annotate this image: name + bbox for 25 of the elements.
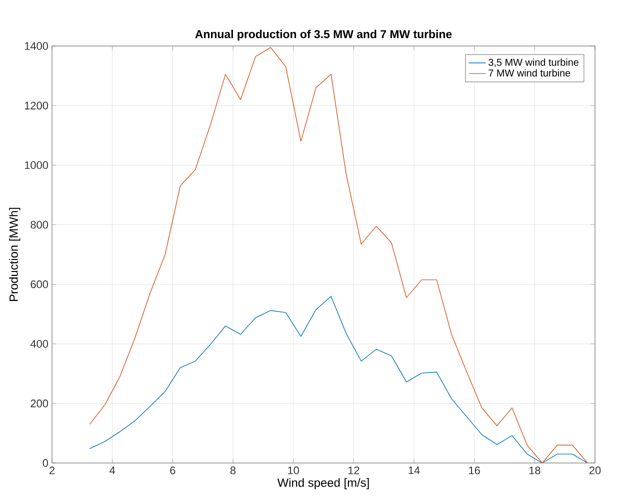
x-tick-label: 2 xyxy=(50,466,54,474)
y-tick-label: 1200 xyxy=(24,102,48,110)
x-tick-label: 20 xyxy=(589,466,601,474)
x-tick-label: 12 xyxy=(348,466,360,474)
y-tick-label: 1400 xyxy=(24,42,48,50)
x-tick-label: 4 xyxy=(110,466,116,474)
x-tick-label: 14 xyxy=(408,466,420,474)
y-tick-label: 800 xyxy=(30,220,48,229)
x-tick-label: 10 xyxy=(288,466,299,474)
legend-label: 3,5 MW wind turbine xyxy=(488,58,578,68)
y-tick-label: 400 xyxy=(30,340,48,348)
x-tick-label: 18 xyxy=(529,466,540,474)
legend-label: 7 MW wind turbine xyxy=(488,69,570,77)
y-tick-label: 0 xyxy=(42,459,48,467)
x-axis-title: Wind speed [m/s] xyxy=(277,478,369,490)
chart-title: Annual production of 3.5 MW and 7 MW turbine xyxy=(195,30,452,40)
y-axis-title: Production [MWh] xyxy=(9,208,20,302)
x-tick-label: 8 xyxy=(230,466,236,474)
y-tick-label: 600 xyxy=(30,280,48,288)
line-series xyxy=(89,296,588,463)
x-tick-label: 16 xyxy=(469,466,480,474)
line-series xyxy=(89,47,588,463)
x-tick-label: 6 xyxy=(170,466,176,474)
y-tick-label: 1000 xyxy=(24,161,48,170)
y-tick-label: 200 xyxy=(30,400,48,408)
